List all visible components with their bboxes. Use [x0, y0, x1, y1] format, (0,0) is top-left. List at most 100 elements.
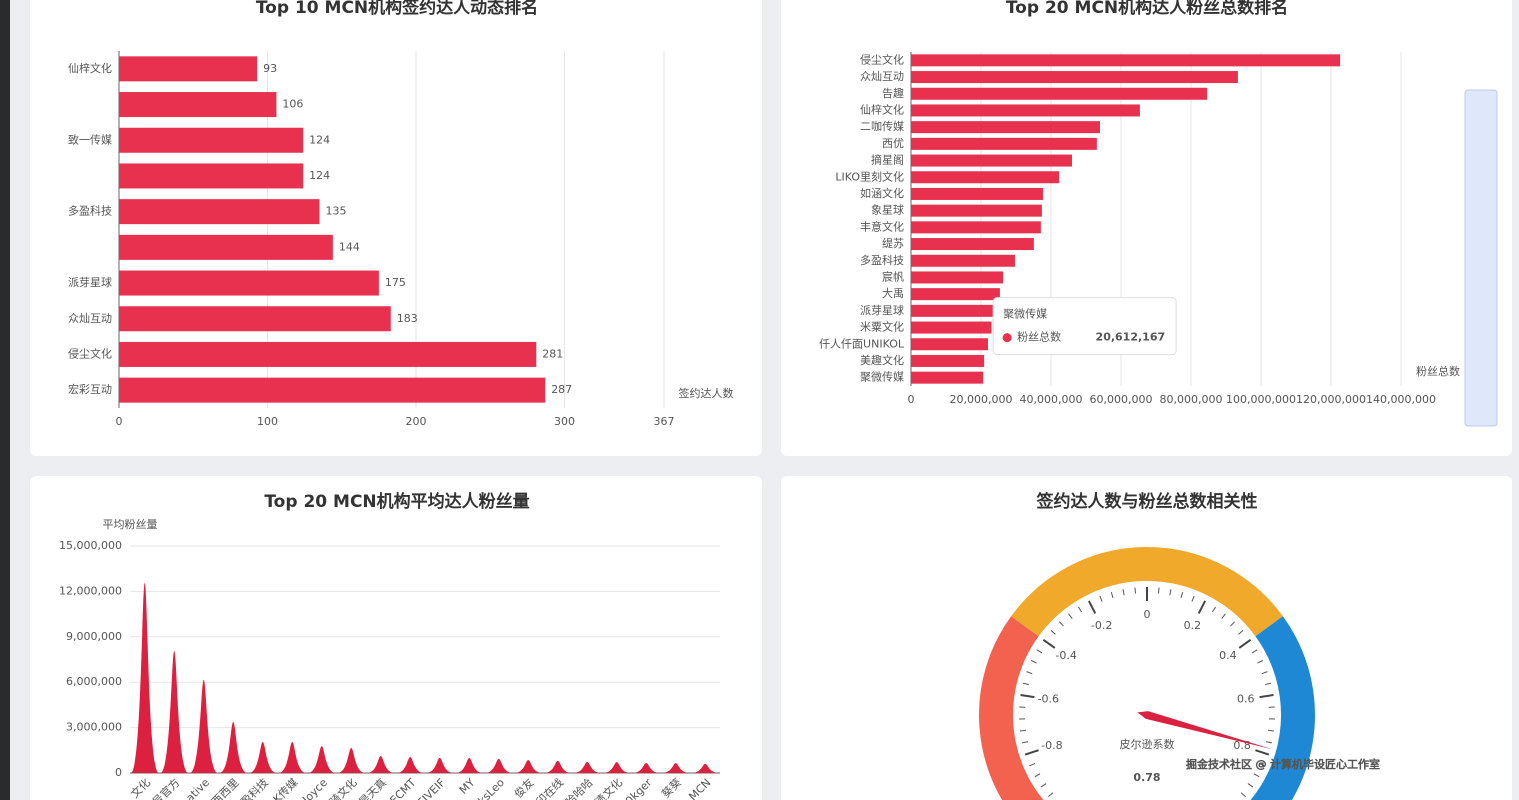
bar [514, 759, 543, 773]
y-tick-label: 二咖传媒 [860, 119, 904, 133]
y-tick-label: 摘星阁 [871, 153, 904, 167]
y-tick-label: 大禹 [882, 286, 904, 300]
y-axis-label: 平均粉丝量 [103, 518, 158, 531]
minor-tick [1122, 589, 1125, 596]
bar [911, 354, 985, 367]
y-tick-label: 如涵文化 [860, 186, 904, 200]
card [30, 476, 762, 800]
minor-tick [1265, 741, 1273, 744]
major-tick [1024, 749, 1039, 756]
bar [911, 288, 1000, 301]
minor-tick [1253, 773, 1260, 778]
zoom-slider[interactable] [1464, 89, 1498, 427]
y-tick-label: 仙梓文化 [860, 102, 904, 116]
y-tick-label: 12,000,000 [59, 584, 122, 597]
bar [911, 271, 1004, 284]
y-tick-label: 众灿互动 [68, 312, 112, 325]
minor-tick [1247, 783, 1254, 788]
y-tick-label: 西优 [882, 137, 904, 150]
bar [119, 56, 258, 82]
tick-label: 0.4 [1219, 649, 1237, 662]
card [781, 476, 1512, 800]
bar [911, 87, 1208, 100]
bar [189, 679, 218, 773]
minor-tick [1267, 729, 1275, 732]
value-label: 93 [263, 62, 277, 75]
y-tick-label: 派芽星球 [860, 303, 904, 317]
bar [911, 304, 995, 317]
gauge-band [1011, 547, 1283, 637]
y-tick-label: 象星球 [871, 203, 904, 217]
x-tick-label: 120,000,000 [1296, 393, 1366, 406]
gauge-name: 皮尔逊系数 [1120, 738, 1175, 751]
bar [160, 651, 189, 773]
y-tick-label: 众灿互动 [860, 70, 904, 83]
minor-tick [1257, 660, 1264, 664]
minor-tick [1211, 606, 1217, 613]
x-tick-label: 60,000,000 [1090, 393, 1153, 406]
bar [396, 756, 425, 773]
x-tick-label: 80,000,000 [1160, 393, 1223, 406]
bar [425, 757, 454, 773]
left-strip [0, 0, 10, 800]
y-tick-label: 宸帆 [882, 269, 904, 283]
x-axis-label: 粉丝总数 [1416, 364, 1460, 378]
minor-tick [1221, 613, 1226, 619]
bar [911, 137, 1097, 150]
bar [911, 121, 1100, 134]
value-label: 124 [309, 133, 330, 146]
tooltip-value: 20,612,167 [1096, 331, 1166, 344]
bar [911, 71, 1238, 84]
bar [278, 741, 307, 773]
major-tick [1087, 600, 1097, 614]
bar [661, 763, 690, 773]
y-tick-label: 丰意文化 [860, 219, 904, 233]
bar [219, 722, 248, 773]
y-tick-label: 告趣 [882, 86, 904, 100]
x-tick-label: 40,000,000 [1020, 393, 1083, 406]
bar [119, 234, 333, 260]
y-tick-label: 6,000,000 [66, 675, 122, 688]
bar [248, 741, 277, 773]
x-tick-label: 0 [908, 393, 915, 406]
bar [911, 204, 1042, 217]
tooltip-title: 聚微传媒 [1003, 307, 1047, 321]
minor-tick [1240, 792, 1246, 797]
minor-tick [1048, 792, 1054, 797]
minor-tick [1261, 671, 1268, 675]
chart-title: Top 10 MCN机构签约达人动态排名 [256, 0, 538, 18]
bar [911, 54, 1341, 67]
y-tick-label: 米粟文化 [860, 320, 904, 334]
minor-tick [1050, 629, 1056, 635]
value-label: 144 [339, 240, 360, 253]
watermark: 掘金技术社区 @ 计算机毕设匠心工作室 [1186, 757, 1380, 771]
minor-tick [1099, 595, 1103, 602]
major-tick [1197, 600, 1207, 614]
value-label: 287 [551, 383, 572, 396]
minor-tick [1022, 682, 1029, 686]
y-tick-label: 聚微传媒 [860, 370, 904, 384]
minor-tick [1238, 629, 1244, 635]
minor-tick [1068, 613, 1073, 619]
chart-title: Top 20 MCN机构达人粉丝总数排名 [1006, 0, 1288, 18]
minor-tick [1110, 591, 1114, 598]
y-tick-label: 15,000,000 [59, 539, 122, 552]
bar [119, 377, 546, 403]
minor-tick [1180, 591, 1184, 598]
tick-label: -0.4 [1055, 649, 1076, 662]
value-label: 106 [282, 98, 303, 111]
minor-tick [1036, 649, 1043, 654]
minor-tick [1265, 682, 1272, 686]
bar [911, 238, 1034, 251]
major-tick [1042, 638, 1056, 649]
bar [632, 763, 661, 773]
minor-tick [1029, 762, 1036, 767]
minor-tick [1059, 621, 1064, 627]
bar [911, 254, 1015, 267]
x-tick-label: 200 [406, 415, 427, 428]
y-tick-label: 侵尘文化 [68, 346, 112, 360]
bar [455, 758, 484, 773]
y-tick-label: 0 [115, 766, 122, 779]
bar [119, 127, 304, 153]
